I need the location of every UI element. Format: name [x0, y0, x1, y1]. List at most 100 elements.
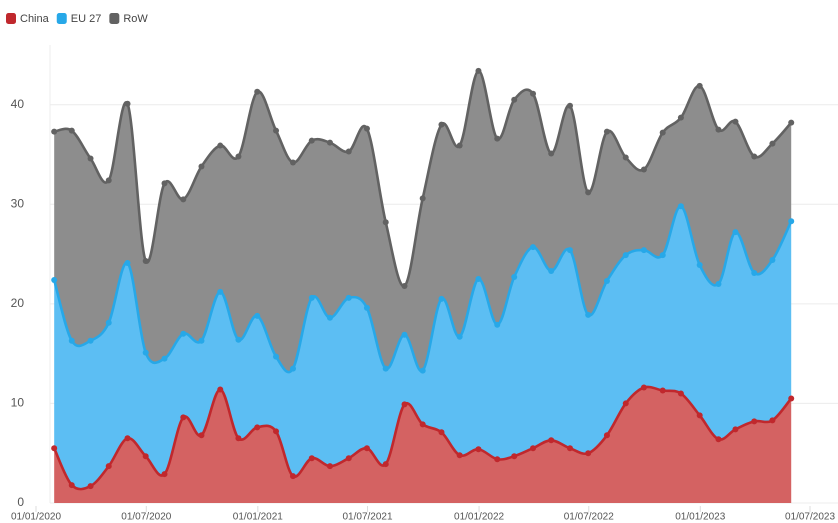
- x-tick-label: 01/07/2021: [343, 512, 393, 523]
- point: [511, 453, 518, 460]
- point: [640, 384, 647, 391]
- point: [715, 126, 722, 133]
- point: [788, 218, 795, 225]
- point: [142, 258, 149, 265]
- point: [105, 177, 112, 184]
- point: [475, 275, 482, 282]
- point: [198, 337, 205, 344]
- point: [530, 90, 537, 97]
- legend-swatch: [56, 13, 67, 24]
- point: [161, 180, 168, 187]
- point: [180, 196, 187, 203]
- point: [715, 280, 722, 287]
- point: [530, 445, 537, 452]
- point: [68, 127, 75, 134]
- point: [235, 435, 242, 442]
- point: [475, 67, 482, 74]
- area: [54, 386, 792, 503]
- y-tick-label: 40: [11, 97, 25, 111]
- point: [603, 432, 610, 439]
- point: [180, 414, 187, 421]
- point: [566, 102, 573, 109]
- point: [254, 424, 261, 431]
- point: [419, 367, 426, 374]
- point: [419, 421, 426, 428]
- point: [566, 445, 573, 452]
- point: [438, 295, 445, 302]
- legend-swatch: [109, 13, 120, 24]
- point: [494, 135, 501, 142]
- point: [696, 82, 703, 89]
- point: [751, 270, 758, 277]
- point: [51, 445, 58, 452]
- point: [585, 450, 592, 457]
- point: [326, 463, 333, 470]
- point: [254, 88, 261, 95]
- point: [511, 273, 518, 280]
- point: [363, 445, 370, 452]
- point: [326, 139, 333, 146]
- point: [732, 118, 739, 125]
- point: [732, 426, 739, 433]
- point: [622, 400, 629, 407]
- point: [51, 276, 58, 283]
- point: [68, 482, 75, 489]
- point: [769, 140, 776, 147]
- point: [640, 247, 647, 254]
- point: [289, 473, 296, 480]
- point: [769, 417, 776, 424]
- point: [548, 268, 555, 275]
- point: [659, 129, 666, 136]
- point: [751, 153, 758, 160]
- point: [659, 252, 666, 259]
- point: [87, 483, 94, 490]
- point: [51, 128, 58, 135]
- point: [382, 219, 389, 226]
- y-tick-label: 20: [11, 296, 25, 310]
- point: [87, 155, 94, 162]
- point: [659, 387, 666, 394]
- point: [124, 260, 131, 267]
- point: [180, 330, 187, 337]
- point: [198, 432, 205, 439]
- point: [235, 336, 242, 343]
- point: [363, 304, 370, 311]
- y-tick-label: 30: [11, 196, 25, 210]
- area: [54, 206, 792, 490]
- point: [235, 153, 242, 160]
- point: [345, 148, 352, 155]
- point: [273, 353, 280, 360]
- point: [696, 262, 703, 269]
- point: [289, 159, 296, 166]
- point: [124, 435, 131, 442]
- point: [751, 418, 758, 425]
- point: [603, 128, 610, 135]
- point: [198, 163, 205, 170]
- point: [456, 452, 463, 459]
- point: [640, 166, 647, 173]
- point: [603, 277, 610, 284]
- point: [494, 456, 501, 463]
- point: [438, 121, 445, 128]
- point: [382, 365, 389, 372]
- point: [401, 282, 408, 289]
- point: [363, 125, 370, 132]
- point: [345, 455, 352, 462]
- point: [308, 294, 315, 301]
- point: [217, 142, 224, 149]
- point: [494, 321, 501, 328]
- point: [548, 150, 555, 157]
- point: [585, 311, 592, 318]
- point: [87, 337, 94, 344]
- point: [585, 189, 592, 196]
- point: [769, 257, 776, 264]
- point: [105, 319, 112, 326]
- point: [273, 127, 280, 134]
- point: [161, 471, 168, 478]
- point: [161, 355, 168, 362]
- legend-label: EU 27: [71, 13, 102, 25]
- point: [788, 395, 795, 402]
- point: [456, 142, 463, 149]
- point: [677, 390, 684, 397]
- point: [622, 154, 629, 161]
